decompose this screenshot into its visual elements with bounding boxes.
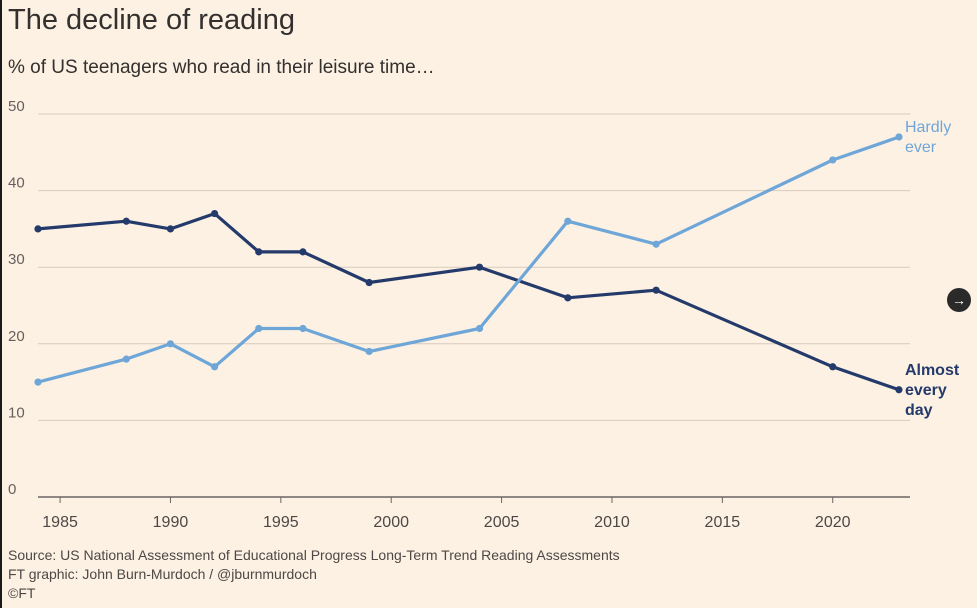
- data-point: [365, 347, 373, 356]
- data-point: [564, 294, 572, 302]
- data-point: [895, 386, 903, 394]
- grid-lines: [38, 113, 910, 498]
- data-point: [895, 133, 903, 141]
- data-point: [299, 248, 307, 256]
- series-label: day: [905, 402, 933, 419]
- series-label: Almost: [905, 362, 960, 379]
- next-arrow-button[interactable]: →: [947, 288, 971, 312]
- series-label: every: [905, 382, 947, 399]
- x-tick-label: 1995: [263, 514, 299, 531]
- data-point: [34, 225, 42, 233]
- y-tick-label: 20: [8, 328, 25, 345]
- series-lines: [34, 133, 903, 394]
- series-label: Hardly: [905, 119, 951, 136]
- x-tick-label: 1985: [42, 514, 78, 531]
- data-point: [475, 263, 484, 271]
- data-point: [652, 286, 660, 294]
- series-labels: Almost every day Hardly ever: [905, 119, 960, 419]
- y-tick-labels: 0 10 20 30 40 50: [8, 98, 25, 498]
- data-point: [166, 225, 175, 233]
- y-tick-label: 10: [8, 404, 25, 421]
- data-point: [122, 217, 130, 225]
- chart-footer: Source: US National Assessment of Educat…: [8, 546, 620, 603]
- data-point: [829, 363, 837, 371]
- y-tick-label: 40: [8, 175, 25, 192]
- data-point: [564, 217, 572, 225]
- x-tick-label: 1990: [153, 514, 189, 531]
- copyright-note: ©FT: [8, 585, 36, 601]
- series-line: [36, 135, 901, 384]
- data-point: [255, 324, 263, 333]
- chart-subtitle: % of US teenagers who read in their leis…: [8, 57, 435, 78]
- data-point: [365, 278, 373, 287]
- data-point: [652, 240, 660, 248]
- data-point: [122, 355, 130, 363]
- data-point: [255, 248, 263, 256]
- x-tick-label: 2010: [594, 514, 630, 531]
- y-tick-label: 0: [8, 481, 16, 498]
- x-tick-label: 2005: [484, 514, 520, 531]
- series-line: [36, 212, 901, 392]
- data-point: [211, 209, 219, 218]
- y-tick-label: 50: [8, 98, 25, 115]
- source-note: Source: US National Assessment of Educat…: [8, 547, 620, 563]
- data-point: [211, 363, 219, 371]
- y-tick-label: 30: [8, 251, 25, 268]
- data-point: [166, 340, 175, 348]
- data-point: [299, 324, 307, 333]
- graphic-credit: FT graphic: John Burn-Murdoch / @jburnmu…: [8, 566, 317, 582]
- data-point: [475, 324, 484, 333]
- arrow-right-icon: →: [952, 292, 966, 308]
- x-tick-label: 2020: [815, 514, 851, 531]
- data-point: [34, 378, 42, 386]
- x-tick-label: 2000: [373, 514, 409, 531]
- data-point: [829, 156, 837, 164]
- x-tick-labels: 1985 1990 1995 2000 2005 2010 2015 2020: [42, 497, 851, 531]
- series-label: ever: [905, 139, 937, 156]
- chart-title: The decline of reading: [8, 4, 295, 36]
- left-border: [0, 0, 2, 608]
- x-tick-label: 2015: [705, 514, 741, 531]
